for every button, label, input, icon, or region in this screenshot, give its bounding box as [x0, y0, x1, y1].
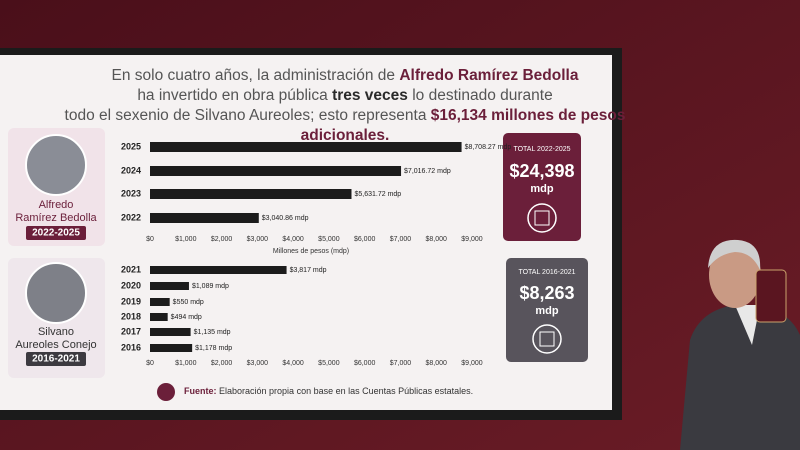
source-icon [157, 383, 175, 401]
category-label: 2024 [121, 165, 141, 175]
total-label: TOTAL 2016-2021 [518, 269, 575, 276]
value-label: $1,178 mdp [195, 345, 232, 352]
bar [150, 142, 462, 152]
category-label: 2023 [121, 188, 141, 198]
period: 2016-2021 [32, 354, 80, 365]
total-value: $24,398 [509, 161, 574, 181]
x-tick-label: $9,000 [461, 236, 483, 243]
person-name: Aureoles Conejo [15, 339, 96, 351]
x-tick-label: $3,000 [247, 236, 269, 243]
source-text: Elaboración propia con base en las Cuent… [219, 386, 473, 396]
x-tick-label: $1,000 [175, 236, 197, 243]
total-label: TOTAL 2022-2025 [513, 146, 570, 153]
value-label: $1,089 mdp [192, 283, 229, 290]
person-name: Ramírez Bedolla [15, 212, 97, 224]
charts: $0 $1,000 $2,000 $3,000 $4,000 $5,000 $6,000 $7… [121, 141, 511, 366]
total-unit: mdp [535, 305, 559, 317]
icon [527, 203, 557, 233]
bar [150, 189, 352, 199]
category-label: 2025 [121, 141, 141, 151]
x-tick-label: $9,000 [461, 360, 483, 367]
bar [150, 298, 170, 306]
header-emphasis: tres veces [332, 87, 408, 104]
category-label: 2021 [121, 264, 141, 274]
person-photo [25, 134, 87, 196]
icon [539, 331, 555, 347]
x-tick-label: $2,000 [211, 236, 233, 243]
person-photo [25, 262, 87, 324]
bar [150, 266, 287, 274]
total-unit: mdp [530, 183, 554, 195]
x-tick-label: $0 [146, 236, 154, 243]
value-label: $5,631.72 mdp [354, 191, 401, 198]
category-label: 2016 [121, 342, 141, 352]
category-label: 2022 [121, 212, 141, 222]
category-label: 2020 [121, 280, 141, 290]
source: Fuente: Elaboración propia con base en l… [184, 386, 473, 396]
value-label: $3,817 mdp [290, 267, 327, 274]
period-badge [26, 352, 86, 366]
x-tick-label: $3,000 [247, 360, 269, 367]
header: En solo cuatro años, la administración d… [40, 66, 650, 146]
x-tick-label: $8,000 [426, 236, 448, 243]
total-box [506, 258, 588, 362]
source-label: Fuente: [184, 386, 217, 396]
x-tick-label: $6,000 [354, 360, 376, 367]
header-emphasis: $16,134 millones de pesos adicionales. [300, 107, 626, 144]
period-badge [26, 226, 86, 240]
value-label: $1,135 mdp [194, 329, 231, 336]
x-tick-label: $6,000 [354, 236, 376, 243]
header-text: todo el sexenio de Silvano Aureoles; est… [64, 107, 427, 124]
period: 2022-2025 [32, 228, 80, 239]
x-tick-label: $5,000 [318, 360, 340, 367]
x-tick-label: $8,000 [426, 360, 448, 367]
bar [150, 328, 191, 336]
person-name: Alfredo [39, 199, 74, 211]
header-text: lo destinado durante [412, 87, 553, 104]
header-text: En solo cuatro años, la administración d… [111, 67, 395, 84]
total-value: $8,263 [519, 283, 574, 303]
icon [534, 210, 550, 226]
category-label: 2018 [121, 311, 141, 321]
bar [150, 213, 259, 223]
x-tick-label: $2,000 [211, 360, 233, 367]
value-label: $3,040.86 mdp [262, 215, 309, 222]
header-text: ha invertido en obra pública [137, 87, 328, 104]
speaker [680, 239, 800, 450]
category-label: 2019 [121, 296, 141, 306]
bar [150, 344, 193, 352]
bar [150, 313, 168, 321]
x-tick-label: $4,000 [282, 360, 304, 367]
value-label: $8,708.27 mdp [465, 144, 512, 151]
x-axis-label: Millones de pesos (mdp) [273, 248, 349, 255]
value-label: $7,016.72 mdp [404, 168, 451, 175]
total-box [503, 133, 581, 241]
x-tick-label: $4,000 [282, 236, 304, 243]
bar [150, 166, 402, 176]
x-tick-label: $7,000 [390, 360, 412, 367]
value-label: $494 mdp [171, 314, 202, 321]
person-name: Silvano [38, 326, 74, 338]
header-name: Alfredo Ramírez Bedolla [399, 67, 579, 84]
icon [532, 324, 562, 354]
x-tick-label: $5,000 [318, 236, 340, 243]
category-label: 2017 [121, 326, 141, 336]
x-tick-label: $7,000 [390, 236, 412, 243]
value-label: $550 mdp [173, 299, 204, 306]
x-tick-label: $0 [146, 360, 154, 367]
x-tick-label: $1,000 [175, 360, 197, 367]
bar [150, 282, 189, 290]
